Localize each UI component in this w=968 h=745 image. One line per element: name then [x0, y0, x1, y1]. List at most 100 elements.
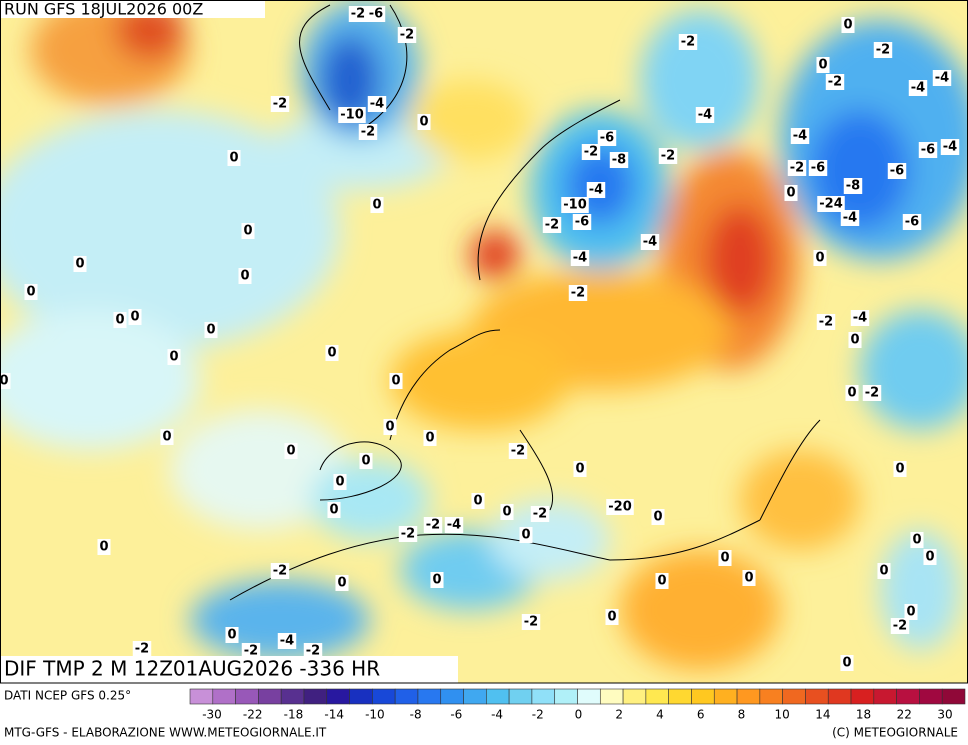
contour-label-bg [850, 310, 870, 326]
contour-label-bg [335, 575, 349, 591]
contour-label-bg [338, 107, 366, 123]
contour-label: -2 [273, 564, 287, 579]
colorbar-swatch [827, 688, 852, 705]
contour-label: -2 [545, 218, 559, 233]
colorbar-tick-label: -2 [532, 708, 544, 722]
contour-label: -2 [524, 615, 538, 630]
contour-label-bg [817, 196, 845, 212]
contour-label: -4 [573, 251, 587, 266]
contour-label: 0 [169, 350, 178, 365]
contour-label: -4 [447, 518, 461, 533]
contour-label: 0 [842, 656, 851, 671]
colorbar-tick-label: 4 [656, 708, 664, 722]
contour-label: 0 [521, 528, 530, 543]
map-field [0, 0, 968, 683]
colorbar-tick-label: -14 [324, 708, 344, 722]
colorbar-swatch [417, 688, 442, 705]
colorbar-swatch [622, 688, 647, 705]
contour-label-bg [581, 144, 601, 160]
contour-label-bg [325, 345, 339, 361]
contour-label: -4 [698, 108, 712, 123]
colorbar-tick-label: -6 [450, 708, 462, 722]
contour-label: 0 [391, 374, 400, 389]
contour-label-bg [348, 6, 368, 22]
contour-label-bg [423, 430, 437, 446]
contour-label-bg [508, 443, 528, 459]
contour-label: -2 [876, 43, 890, 58]
contour-label: -4 [843, 211, 857, 226]
colorbar: -30 -22 -18 -14 -10 -8 -6 -4 -2 0 2 4 6 8 10 14 18 22 30 [189, 688, 966, 722]
colorbar-swatch [577, 688, 601, 705]
colorbar-swatch [349, 688, 373, 705]
colorbar-tick-label: -22 [243, 708, 263, 722]
contour-label: 0 [473, 494, 482, 509]
colorbar-swatch [873, 688, 897, 705]
contour-label: -6 [369, 7, 383, 22]
contour-label-bg [303, 643, 323, 659]
contour-label: -2 [306, 644, 320, 659]
colorbar-swatch [941, 688, 966, 705]
contour-label: 0 [206, 323, 215, 338]
contour-label-bg [423, 517, 443, 533]
colorbar-tick-label: 0 [575, 708, 583, 722]
contour-label: 0 [425, 431, 434, 446]
contour-label-bg [845, 385, 859, 401]
contour-label: 0 [815, 251, 824, 266]
contour-label-bg [848, 332, 862, 348]
contour-label: 0 [162, 430, 171, 445]
contour-label: 0 [229, 151, 238, 166]
colorbar-swatch [691, 688, 715, 705]
colorbar-tick-label: -30 [202, 708, 222, 722]
contour-label-bg [609, 152, 629, 168]
contour-label-bg [904, 604, 918, 620]
contour-label: -4 [280, 634, 294, 649]
contour-label: -2 [571, 286, 585, 301]
contour-label-bg [651, 509, 665, 525]
contour-label-bg [568, 285, 588, 301]
colorbar-swatch [440, 688, 464, 705]
contour-label: 0 [335, 475, 344, 490]
contour-label-bg [358, 124, 378, 140]
colorbar-swatch [508, 688, 533, 705]
contour-label-bg [113, 312, 127, 328]
contour-label-bg [359, 453, 373, 469]
contour-label-bg [370, 197, 384, 213]
contour-label: 0 [850, 333, 859, 348]
copyright-text: (C) METEOGIORNALE [832, 726, 958, 740]
colorbar-tick-label: 2 [615, 708, 623, 722]
contour-label-bg [902, 214, 922, 230]
contour-label: -6 [575, 215, 589, 230]
contour-label: -2 [244, 644, 258, 659]
contour-label-bg [570, 250, 590, 266]
contour-label: 0 [607, 610, 616, 625]
contour-label-bg [160, 429, 174, 445]
contour-label-bg [932, 70, 952, 86]
contour-label: 0 [653, 510, 662, 525]
contour-label: 0 [130, 310, 139, 325]
contour-label-bg [367, 96, 387, 112]
colorbar-tick-label: 22 [897, 708, 912, 722]
colorbar-swatch [189, 688, 214, 705]
contour-label: 0 [115, 313, 124, 328]
contour-label-bg [397, 27, 417, 43]
contour-label-bg [561, 197, 589, 213]
contour-label: -8 [612, 153, 626, 168]
contour-label: -2 [401, 527, 415, 542]
contour-label-bg [790, 128, 810, 144]
contour-label: -6 [905, 215, 919, 230]
contour-label-bg [0, 373, 11, 389]
contour-label: 0 [361, 454, 370, 469]
contour-label-bg [816, 314, 836, 330]
contour-label-bg [910, 532, 924, 548]
contour-label: -2 [426, 518, 440, 533]
contour-label-bg [887, 163, 907, 179]
colorbar-swatch [850, 688, 875, 705]
contour-label: -20 [608, 500, 632, 515]
contour-label-bg [366, 6, 386, 22]
contour-label-bg [586, 182, 606, 198]
contour-label: -6 [600, 131, 614, 146]
contour-label-bg [132, 641, 152, 657]
contour-label: -2 [351, 7, 365, 22]
contour-label-bg [787, 160, 807, 176]
